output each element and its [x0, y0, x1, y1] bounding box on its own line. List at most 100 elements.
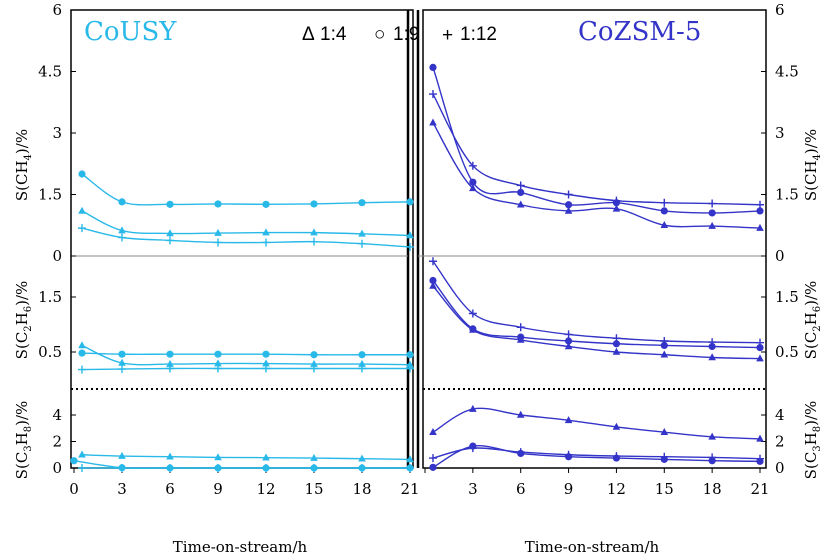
data-point-cross [406, 464, 414, 472]
data-point-triangle [78, 206, 86, 214]
data-point-circle [214, 200, 222, 208]
ylabel-ch4-right: S(CH4)/% [802, 129, 823, 201]
data-point-triangle [262, 453, 270, 461]
data-point-circle [358, 199, 366, 207]
ytick-label-left: 1.5 [38, 288, 62, 306]
data-point-circle [429, 276, 437, 285]
data-point-triangle [406, 231, 414, 239]
ytick-label-right: 0.5 [775, 343, 799, 361]
series-line-1-4 [81, 344, 411, 366]
ylabel-c3h8-end: )/% [13, 401, 31, 426]
data-point-triangle [708, 353, 716, 361]
data-point-circle [564, 201, 573, 209]
ytick-label-right: 3 [775, 124, 785, 142]
ylabel-c3h8-mid-r: H [802, 432, 820, 445]
data-point-triangle [214, 359, 222, 367]
xtick-label-right: 3 [468, 480, 478, 498]
xtick-label-left: 18 [352, 480, 371, 498]
data-point-triangle [564, 342, 573, 350]
data-point-cross [428, 257, 437, 266]
data-point-cross [358, 464, 366, 472]
data-point-triangle [358, 359, 366, 367]
ylabel-c3h8-main-r: S(C [802, 452, 820, 480]
series-line-1-12 [432, 260, 761, 344]
data-point-triangle [429, 428, 437, 436]
xtick-label-left: 9 [213, 480, 223, 498]
data-point-triangle [429, 118, 437, 126]
ylabel-ch4-main-r: S(CH [802, 160, 820, 201]
data-point-triangle [708, 432, 716, 440]
data-point-cross [612, 334, 621, 343]
svg-text:S(CH4)/%: S(CH4)/% [802, 129, 823, 201]
ylabel-c3h8-mid: H [13, 432, 31, 445]
data-point-cross [262, 238, 270, 247]
data-point-cross [612, 196, 621, 205]
ylabel-c2h6-sub1: 2 [23, 325, 34, 331]
data-point-cross [708, 453, 717, 462]
ytick-label-right: 4 [775, 406, 785, 424]
series-line-1-4 [432, 285, 761, 360]
data-point-triangle [708, 221, 716, 229]
data-point-triangle [166, 452, 174, 460]
data-point-triangle [166, 359, 174, 367]
xtick-label-left: 3 [117, 480, 127, 498]
data-point-cross [406, 242, 414, 251]
ytick-label-left: 0.5 [38, 343, 62, 361]
ylabel-c3h8-sub1: 3 [23, 445, 34, 451]
data-point-cross [564, 450, 573, 459]
data-point-triangle [406, 455, 414, 463]
data-point-cross [214, 464, 222, 472]
data-point-cross [428, 454, 437, 463]
ylabel-c3h8-right: S(C3H8)/% [802, 401, 823, 480]
data-point-cross [78, 365, 86, 374]
xtick-label-left: 6 [165, 480, 175, 498]
data-point-triangle [612, 347, 621, 355]
ytick-label-left: 4 [52, 406, 62, 424]
svg-text:S(C3H8)/%: S(C3H8)/% [13, 401, 34, 480]
data-point-triangle [660, 428, 669, 436]
svg-text:S(C2H6)/%: S(C2H6)/% [802, 281, 823, 360]
legend-cross-icon: + [442, 25, 453, 46]
data-point-triangle [214, 453, 222, 461]
cozsm5-title: CoZSM-5 [578, 17, 701, 47]
ytick-label-right: 1.5 [775, 288, 799, 306]
data-point-cross [564, 190, 573, 199]
data-point-cross [214, 238, 222, 247]
data-point-triangle [78, 450, 86, 458]
ytick-label-right: 4.5 [775, 63, 799, 81]
data-point-triangle [406, 360, 414, 368]
data-point-cross [166, 364, 174, 373]
data-point-cross [118, 365, 126, 374]
ytick-label-right: 6 [775, 1, 785, 19]
legend-circle-icon: ○ [374, 24, 385, 45]
series-line-1-9 [432, 280, 761, 349]
data-point-cross [660, 452, 669, 461]
data-point-cross [564, 330, 573, 339]
ytick-label-right: 0 [775, 247, 785, 265]
data-point-circle [660, 207, 668, 215]
data-point-cross [310, 364, 318, 373]
data-point-triangle [756, 354, 764, 362]
legend-label-1-12: 1:12 [460, 24, 497, 45]
data-point-circle [406, 198, 414, 206]
data-point-cross [358, 239, 366, 248]
data-point-circle [166, 350, 174, 358]
legend-label-1-9: 1:9 [393, 24, 419, 45]
data-point-circle [660, 341, 668, 349]
ylabel-c3h8-end-r: )/% [802, 401, 820, 426]
data-point-circle [406, 351, 414, 359]
data-point-cross [166, 236, 174, 245]
series-line-1-9 [81, 352, 410, 356]
data-point-circle [612, 340, 621, 348]
ytick-label-left: 1.5 [38, 186, 62, 204]
series-line-1-4 [81, 210, 411, 237]
chart-series [70, 63, 764, 472]
data-point-circle [517, 333, 525, 341]
ytick-label-left: 2 [52, 433, 62, 451]
svg-text:S(C2H6)/%: S(C2H6)/% [13, 281, 34, 360]
data-point-triangle [118, 358, 126, 366]
data-point-triangle [660, 221, 669, 229]
data-point-cross [708, 338, 717, 347]
xtick-label-right: 9 [564, 480, 574, 498]
